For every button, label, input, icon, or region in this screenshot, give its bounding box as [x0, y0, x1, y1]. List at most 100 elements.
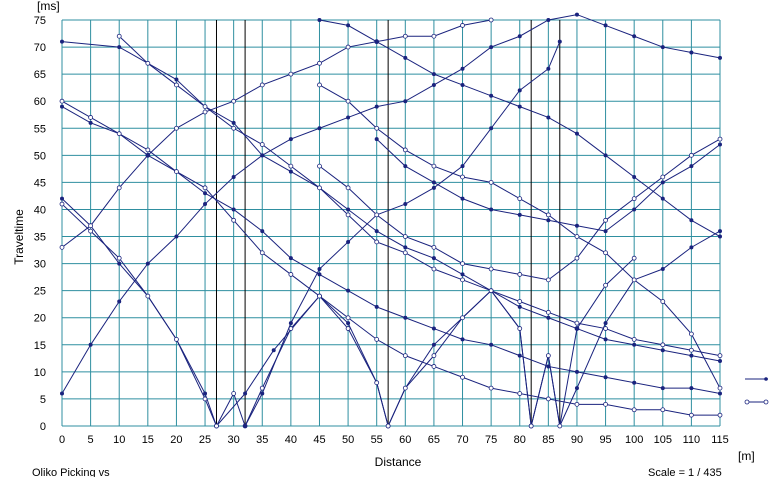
- data-point: [489, 93, 494, 98]
- data-point: [402, 234, 408, 239]
- data-point: [431, 72, 436, 77]
- data-point: [660, 45, 665, 50]
- series: [59, 98, 723, 418]
- data-point: [288, 256, 293, 261]
- data-point: [631, 407, 637, 413]
- x-tick-label: 55: [371, 434, 383, 446]
- data-point: [59, 98, 65, 104]
- data-point: [431, 33, 437, 39]
- y-tick-label: 30: [34, 259, 46, 271]
- data-point: [517, 272, 523, 277]
- data-point: [517, 196, 523, 202]
- data-point: [431, 163, 437, 169]
- x-tick-label: 30: [228, 434, 240, 446]
- data-point: [431, 342, 436, 347]
- y-tick-label: 20: [34, 313, 46, 325]
- y-tick-label: 15: [34, 340, 46, 352]
- data-point: [288, 137, 293, 142]
- data-point: [317, 18, 322, 22]
- data-point: [689, 245, 694, 250]
- series-group: [59, 12, 723, 429]
- data-point: [660, 299, 666, 304]
- data-point: [528, 423, 534, 429]
- data-point: [718, 234, 722, 239]
- x-tick-label: 95: [599, 434, 611, 446]
- data-point: [431, 364, 437, 369]
- data-point: [489, 342, 494, 347]
- data-point: [603, 250, 608, 256]
- data-point: [545, 396, 551, 402]
- data-point: [574, 255, 580, 261]
- data-point: [403, 164, 408, 169]
- data-point: [317, 163, 322, 169]
- data-point: [317, 60, 322, 66]
- data-point: [403, 245, 408, 250]
- data-point: [116, 131, 122, 137]
- x-tick-label: 90: [571, 434, 583, 446]
- data-point: [88, 120, 93, 125]
- data-point: [214, 423, 219, 429]
- legend-marker: [744, 399, 750, 405]
- data-point: [203, 391, 208, 396]
- data-point: [689, 353, 694, 358]
- data-point: [346, 23, 351, 28]
- x-axis-label: Distance: [375, 455, 422, 469]
- data-point: [231, 125, 237, 131]
- data-point: [374, 336, 380, 342]
- data-point: [460, 337, 465, 342]
- data-point: [517, 212, 522, 217]
- data-point: [546, 115, 551, 120]
- data-point: [718, 229, 722, 234]
- data-point: [117, 45, 122, 50]
- data-point: [689, 164, 694, 169]
- data-point: [259, 142, 265, 147]
- data-point: [603, 321, 608, 326]
- series: [374, 137, 722, 234]
- x-tick-label: 65: [428, 434, 440, 446]
- data-point: [60, 196, 64, 201]
- data-point: [688, 347, 694, 353]
- series-line: [61, 106, 721, 395]
- data-point: [374, 104, 379, 109]
- data-point: [632, 207, 637, 212]
- data-point: [574, 12, 579, 17]
- x-tick-label: 50: [342, 434, 354, 446]
- data-point: [574, 131, 579, 136]
- data-point: [260, 391, 265, 396]
- x-tick-label: 80: [514, 434, 526, 446]
- data-point: [632, 174, 637, 179]
- data-point: [231, 217, 237, 223]
- data-point: [116, 185, 122, 191]
- legend-marker: [764, 377, 768, 381]
- data-point: [718, 55, 722, 60]
- data-point: [545, 212, 551, 218]
- data-point: [603, 23, 608, 28]
- data-point: [345, 185, 351, 191]
- x-tick-label: 110: [683, 434, 701, 446]
- data-point: [231, 207, 236, 212]
- data-point: [517, 104, 522, 109]
- data-point: [689, 50, 694, 55]
- data-point: [688, 152, 694, 158]
- data-point: [202, 396, 208, 402]
- data-point: [574, 386, 579, 391]
- y-tick-label: 45: [34, 177, 46, 189]
- data-point: [431, 180, 436, 185]
- data-point: [317, 126, 322, 131]
- data-point: [517, 34, 522, 39]
- y-tick-label: 25: [34, 286, 46, 298]
- x-tick-label: 70: [456, 434, 468, 446]
- data-point: [717, 353, 723, 359]
- data-point: [116, 255, 122, 261]
- y-tick-label: 10: [34, 367, 46, 379]
- data-point: [603, 326, 608, 331]
- data-point: [231, 120, 236, 125]
- x-tick-label: 0: [59, 434, 65, 446]
- data-point: [317, 267, 322, 272]
- data-point: [460, 261, 465, 267]
- data-point: [517, 326, 523, 331]
- data-point: [346, 239, 351, 244]
- data-point: [174, 77, 179, 82]
